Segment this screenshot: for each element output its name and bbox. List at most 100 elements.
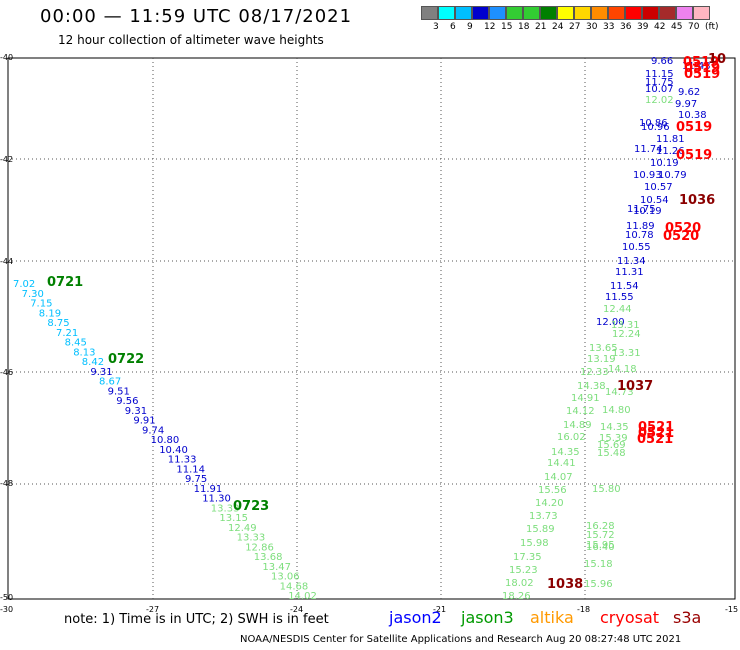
- swh-value: 8.42: [82, 357, 104, 368]
- swh-value: 18.02: [505, 578, 534, 589]
- swh-value: 9.97: [675, 99, 697, 110]
- swh-value: 7.30: [22, 289, 44, 300]
- swh-value: 9.56: [116, 396, 138, 407]
- swh-value: 12.24: [612, 329, 641, 340]
- swh-value: 13.15: [219, 513, 248, 524]
- swh-value: 9.51: [108, 386, 130, 397]
- swh-value: 13.31: [611, 320, 640, 331]
- swh-value: 10.07: [645, 84, 674, 95]
- legend-swatch: [591, 6, 608, 20]
- swh-value: 11.14: [176, 464, 205, 475]
- swh-value: 13.33: [237, 533, 266, 544]
- legend-label: 12: [484, 22, 496, 32]
- pass-time-label: 0521: [638, 426, 674, 441]
- swh-value: 9.66: [651, 56, 673, 67]
- swh-value: 13.47: [262, 562, 291, 573]
- satellite-label: jason2: [389, 608, 442, 627]
- legend-swatch: [608, 6, 625, 20]
- swh-value: 14.91: [571, 393, 600, 404]
- satellite-label: s3a: [673, 608, 702, 627]
- legend-label: 9: [467, 22, 473, 32]
- swh-value: 12.00: [596, 317, 625, 328]
- pass-time-label: 0519: [683, 55, 719, 70]
- pass-time-label: 0520: [663, 229, 699, 244]
- swh-value: 13.31: [612, 348, 641, 359]
- swh-value: 15.80: [592, 484, 621, 495]
- swh-value: 15.69: [597, 440, 626, 451]
- swh-value: 17.35: [513, 552, 542, 563]
- swh-value: 10.80: [151, 435, 180, 446]
- swh-value: 11.34: [617, 256, 646, 267]
- swh-value: 11.55: [605, 292, 634, 303]
- legend-swatch: [523, 6, 540, 20]
- legend-swatch: [438, 6, 455, 20]
- swh-value: 9.75: [185, 474, 207, 485]
- y-tick-label: -42: [0, 155, 13, 164]
- legend-swatch: [557, 6, 574, 20]
- legend-label: 36: [620, 22, 632, 32]
- swh-value: 8.67: [99, 377, 121, 388]
- swh-value: 15.48: [597, 448, 626, 459]
- legend-swatch: [625, 6, 642, 20]
- swh-value: 12.33: [580, 367, 609, 378]
- swh-value: 7.15: [30, 299, 52, 310]
- swh-value: 9.31: [125, 406, 147, 417]
- swh-value: 10.54: [640, 195, 669, 206]
- legend-swatch: [455, 6, 472, 20]
- swh-value: 11.26: [656, 146, 685, 157]
- footnote: note: 1) Time is in UTC; 2) SWH is in fe…: [64, 612, 329, 627]
- swh-value: 11.33: [168, 455, 197, 466]
- swh-value: 14.89: [563, 420, 592, 431]
- map-frame: [7, 57, 736, 600]
- y-tick-label: -50: [0, 593, 13, 602]
- legend-label: 33: [603, 22, 615, 32]
- swh-value: 10.19: [650, 158, 679, 169]
- swh-value: 14.35: [551, 447, 580, 458]
- legend-label: 15: [501, 22, 513, 32]
- y-tick-label: -44: [0, 257, 13, 266]
- satellite-label: altika: [530, 608, 574, 627]
- swh-value: 7.21: [56, 328, 78, 339]
- pass-time-label: 0521: [638, 420, 674, 435]
- swh-value: 13.65: [589, 343, 618, 354]
- swh-value: 15.56: [538, 485, 567, 496]
- pass-time-label: 0519: [676, 120, 712, 135]
- x-tick-label: -15: [725, 605, 738, 614]
- legend-swatch: [506, 6, 523, 20]
- swh-value: 14.41: [547, 458, 576, 469]
- x-tick-label: -24: [290, 605, 303, 614]
- swh-value: 11.15: [645, 69, 674, 80]
- swh-value: 10.38: [678, 110, 707, 121]
- swh-value: 14.07: [544, 472, 573, 483]
- swh-value: 8.75: [47, 318, 69, 329]
- swh-value: 10.19: [633, 206, 662, 217]
- pass-time-label: 1036: [679, 193, 715, 208]
- legend-label: 42: [654, 22, 666, 32]
- swh-value: 14.20: [535, 498, 564, 509]
- legend-swatch: [489, 6, 506, 20]
- swh-value: 13.33: [211, 503, 240, 514]
- pass-time-label: 0723: [233, 499, 269, 514]
- legend-swatch: [642, 6, 659, 20]
- swh-value: 18.26: [502, 591, 531, 602]
- legend-swatch: [421, 6, 438, 20]
- legend-label: 70: [688, 22, 700, 32]
- pass-time-label: 0520: [665, 221, 701, 236]
- swh-value: 12.44: [603, 304, 632, 315]
- pass-time-label: 0722: [108, 352, 144, 367]
- pass-time-label: 10: [708, 52, 726, 67]
- swh-value: 12.86: [245, 542, 274, 553]
- axis-labels: -40 -42 -44 -46 -48 -50 -30 -27 -24 -21 -18 -15: [0, 53, 738, 614]
- swh-value: 11.75: [627, 204, 656, 215]
- legend-swatch: [540, 6, 557, 20]
- y-tick-label: -46: [0, 368, 13, 377]
- legend-swatch: [659, 6, 676, 20]
- x-tick-label: -21: [433, 605, 446, 614]
- swh-value: 11.81: [656, 134, 685, 145]
- swh-value: 16.40: [586, 542, 615, 553]
- swh-value: 11.74: [634, 144, 663, 155]
- legend-label: 45: [671, 22, 683, 32]
- legend-label: 3: [433, 22, 439, 32]
- legend-label: 39: [637, 22, 649, 32]
- x-tick-label: -30: [0, 605, 13, 614]
